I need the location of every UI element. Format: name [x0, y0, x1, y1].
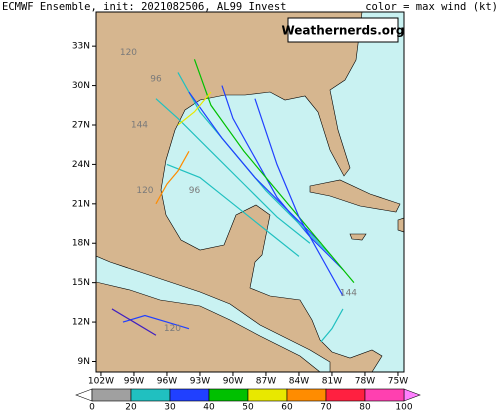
- jamaica: [349, 233, 367, 241]
- y-tick-label: 24N: [72, 160, 90, 170]
- storm-track: [122, 314, 190, 330]
- colorbar-bin: [247, 388, 288, 402]
- x-tick-label: 84W: [289, 377, 309, 387]
- y-tick-label: 15N: [72, 278, 90, 288]
- x-tick-label: 90W: [223, 377, 243, 387]
- hour-label: 144: [340, 289, 357, 299]
- watermark-box: [287, 17, 399, 43]
- y-tick-label: 21N: [72, 199, 90, 209]
- storm-track: [193, 59, 355, 284]
- y-tick-label: 18N: [72, 239, 90, 249]
- colorbar-bin: [325, 388, 366, 402]
- hour-label: 120: [120, 48, 137, 58]
- colorbar-bin: [91, 388, 132, 402]
- watermark: Weathernerds.org: [281, 24, 404, 38]
- x-tick-label: 102W: [88, 377, 114, 387]
- storm-track: [254, 98, 344, 297]
- hour-label: 96: [150, 75, 162, 85]
- hour-label: 120: [136, 186, 153, 196]
- x-tick-label: 87W: [256, 377, 276, 387]
- storm-track: [166, 163, 300, 257]
- colorbar-bin: [130, 388, 171, 402]
- storm-track: [188, 91, 322, 244]
- legend-note: color = max wind (kt): [365, 1, 498, 13]
- x-tick-label: 99W: [124, 377, 144, 387]
- colorbar-under: [75, 388, 93, 402]
- land: [96, 12, 383, 372]
- colorbar-bin: [169, 388, 210, 402]
- storm-track: [155, 150, 190, 205]
- x-tick-label: 75W: [388, 377, 408, 387]
- storm-track: [155, 98, 311, 244]
- colorbar-tick-label: 0: [89, 403, 95, 412]
- y-tick-label: 27N: [72, 120, 90, 130]
- colorbar-bin: [286, 388, 327, 402]
- colorbar-bin: [208, 388, 249, 402]
- y-tick-label: 9N: [78, 357, 90, 367]
- colorbar-tick-label: 70: [320, 403, 332, 412]
- storm-track: [177, 91, 212, 126]
- y-tick-label: 33N: [72, 42, 90, 52]
- storm-track: [111, 308, 157, 336]
- hour-label: 120: [164, 324, 181, 334]
- colorbar-bin: [364, 388, 405, 402]
- colorbar-tick-label: 50: [242, 403, 254, 412]
- x-tick-label: 96W: [157, 377, 177, 387]
- x-tick-label: 78W: [355, 377, 375, 387]
- colorbar-tick-label: 100: [395, 403, 412, 412]
- colorbar-tick-label: 20: [125, 403, 137, 412]
- colorbar-tick-label: 80: [359, 403, 371, 412]
- cuba: [309, 179, 401, 213]
- y-tick-label: 12N: [72, 318, 90, 328]
- map-frame: [95, 11, 405, 373]
- colorbar-tick-label: 40: [203, 403, 215, 412]
- x-tick-label: 81W: [322, 377, 342, 387]
- colorbar-over: [403, 388, 421, 402]
- basemap: [96, 12, 404, 372]
- x-tick-label: 93W: [190, 377, 210, 387]
- hour-label: 144: [131, 120, 148, 130]
- hour-label: 96: [189, 186, 201, 196]
- y-tick-label: 30N: [72, 81, 90, 91]
- title: ECMWF Ensemble, init: 2021082506, AL99 I…: [2, 1, 286, 13]
- tracks: [111, 59, 355, 343]
- colorbar-tick-label: 30: [164, 403, 176, 412]
- hispaniola: [397, 217, 404, 233]
- colorbar-tick-label: 60: [281, 403, 293, 412]
- storm-track: [320, 308, 344, 343]
